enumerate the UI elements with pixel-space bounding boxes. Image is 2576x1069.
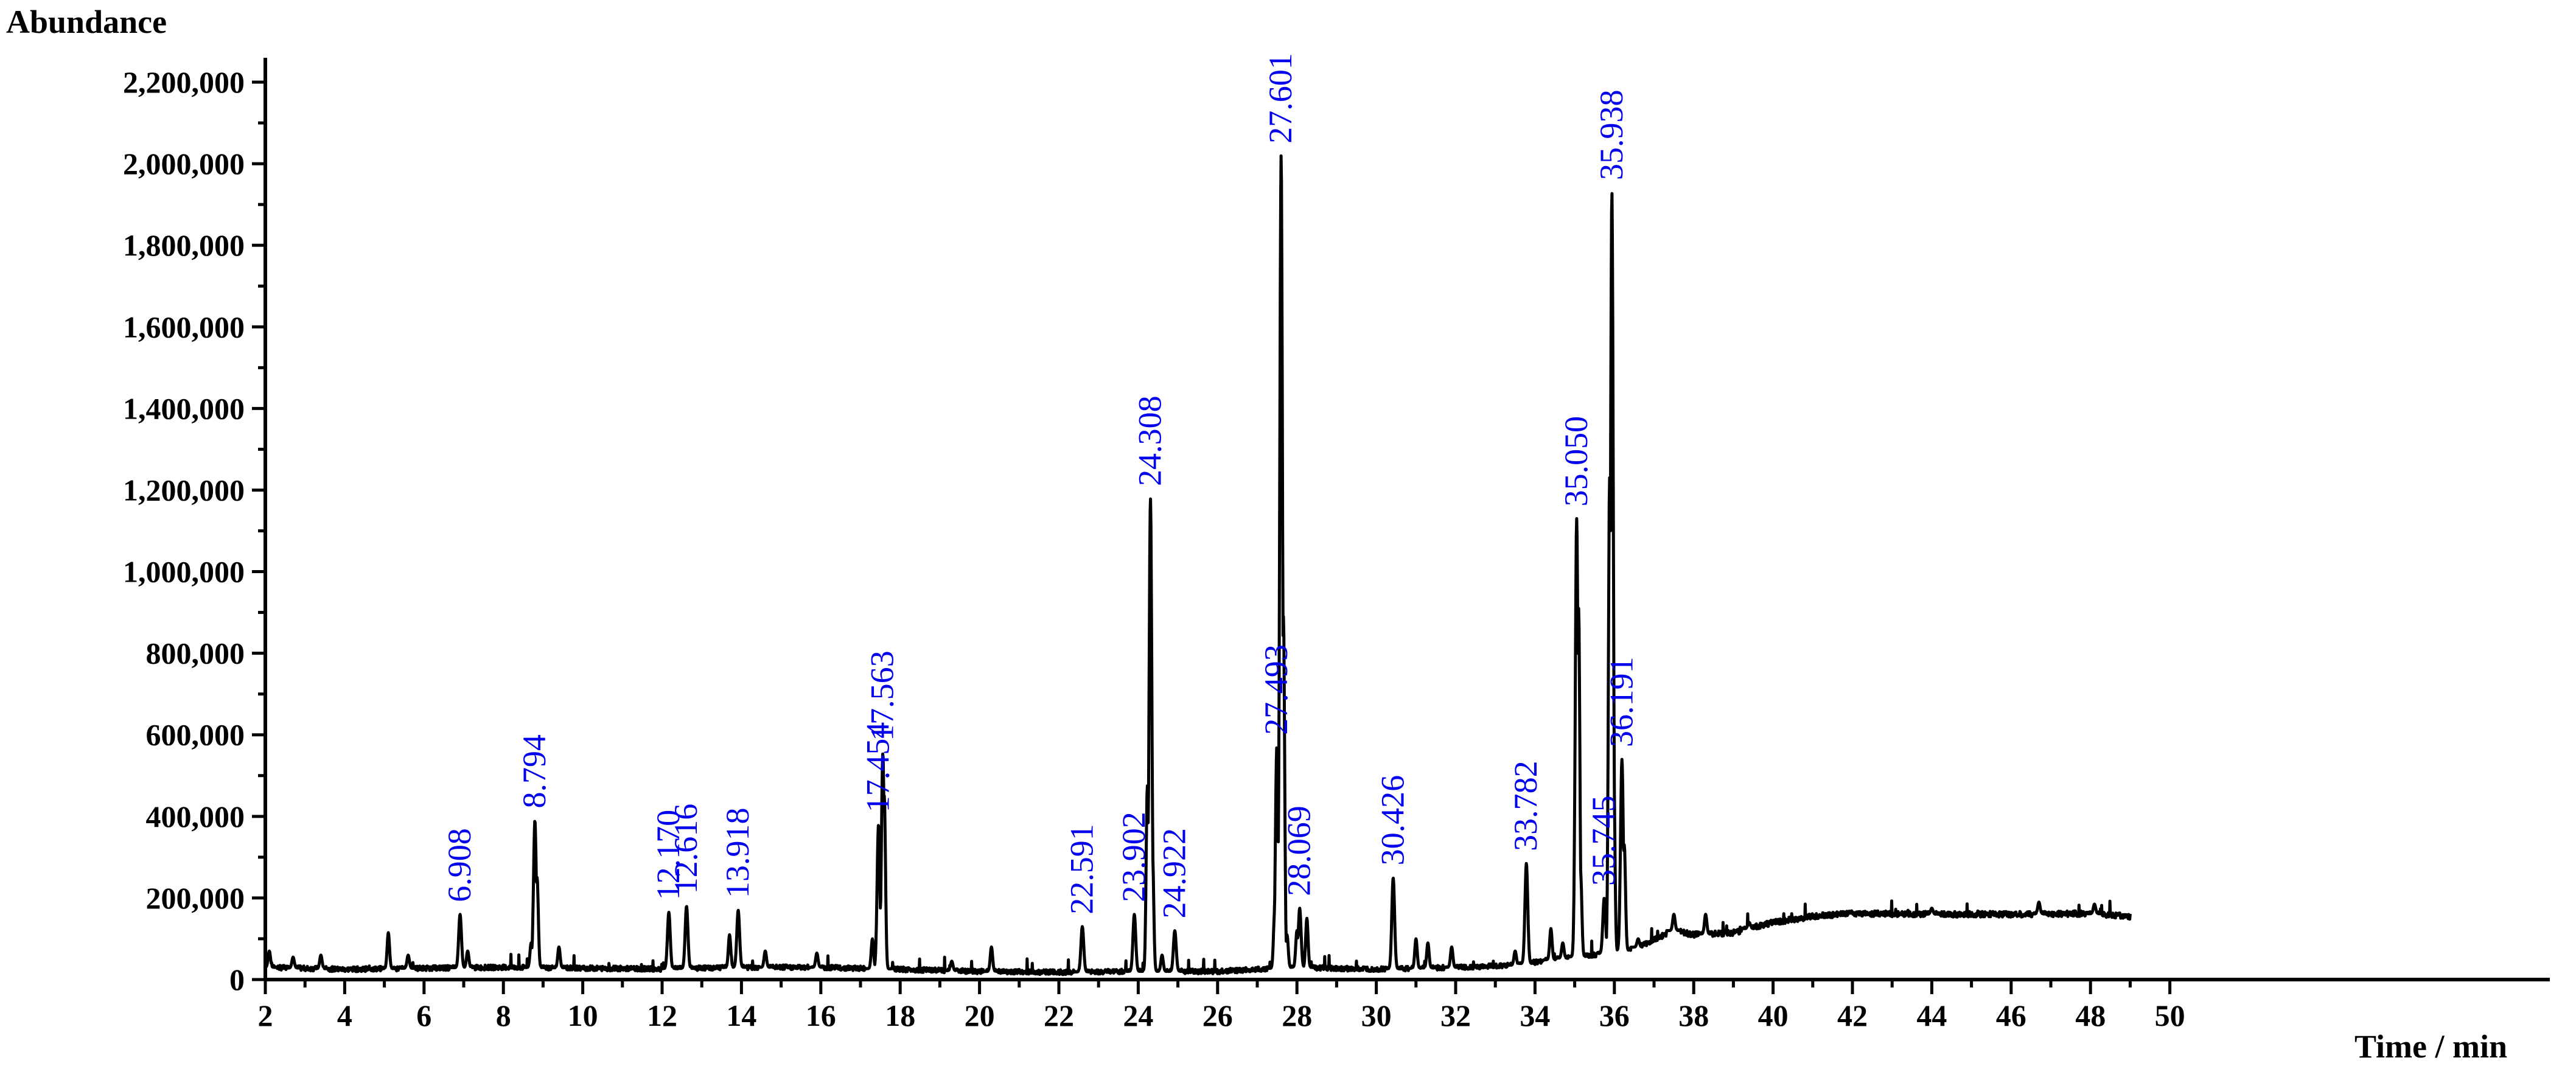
peak-label: 35.050	[1558, 416, 1594, 507]
x-tick-label: 38	[1678, 998, 1709, 1032]
peak-label: 6.908	[441, 828, 478, 902]
peak-label: 8.794	[516, 734, 553, 809]
peak-label: 27.493	[1258, 644, 1294, 735]
y-tick-label: 600,000	[146, 718, 245, 752]
x-tick-label: 10	[568, 998, 598, 1032]
y-tick-label: 1,400,000	[123, 391, 245, 425]
peak-label: 22.591	[1064, 824, 1100, 914]
x-tick-label: 40	[1758, 998, 1789, 1032]
y-tick-label: 1,600,000	[123, 310, 245, 344]
peak-label: 35.745	[1585, 795, 1622, 886]
x-tick-label: 20	[965, 998, 995, 1032]
y-tick-label: 1,200,000	[123, 473, 245, 507]
peak-label: 28.069	[1281, 806, 1318, 896]
peak-label: 36.191	[1603, 657, 1639, 748]
x-tick-label: 26	[1202, 998, 1233, 1032]
peak-label: 33.782	[1507, 761, 1544, 851]
y-tick-label: 200,000	[146, 881, 245, 915]
x-axis-title: Time / min	[2354, 1028, 2507, 1065]
peak-label: 17.563	[864, 650, 901, 741]
peak-label: 27.601	[1262, 53, 1299, 144]
x-tick-label: 8	[496, 998, 511, 1032]
x-tick-label: 28	[1282, 998, 1312, 1032]
peak-label: 24.922	[1156, 828, 1193, 919]
y-tick-label: 800,000	[146, 636, 245, 670]
y-axis-ticks: 0 200,000 400,000 600,000 800,000 1,000,000 1,…	[123, 65, 265, 997]
x-tick-label: 34	[1520, 998, 1550, 1032]
peak-label: 30.426	[1374, 775, 1411, 866]
x-tick-label: 36	[1599, 998, 1630, 1032]
peak-label: 12.170	[650, 810, 686, 900]
peak-label: 24.308	[1132, 395, 1168, 486]
y-axis-title: Abundance	[6, 4, 167, 40]
x-tick-label: 44	[1916, 998, 1947, 1032]
y-tick-label: 2,000,000	[123, 147, 245, 181]
y-tick-label: 1,800,000	[123, 228, 245, 262]
peak-label: 35.938	[1593, 90, 1630, 181]
x-tick-label: 6	[416, 998, 431, 1032]
x-tick-label: 48	[2075, 998, 2106, 1032]
peak-label: 17.454	[860, 722, 896, 813]
x-tick-label: 32	[1440, 998, 1471, 1032]
x-tick-label: 50	[2155, 998, 2185, 1032]
x-tick-label: 12	[647, 998, 677, 1032]
peak-label: 23.902	[1115, 812, 1152, 902]
x-tick-label: 46	[1996, 998, 2026, 1032]
x-tick-label: 16	[806, 998, 836, 1032]
x-tick-label: 24	[1123, 998, 1153, 1032]
peak-label: 12.616	[668, 804, 704, 894]
x-tick-label: 14	[726, 998, 756, 1032]
chromatogram-trace	[264, 154, 2132, 977]
x-tick-label: 42	[1837, 998, 1868, 1032]
x-tick-label: 18	[885, 998, 915, 1032]
x-tick-label: 2	[258, 998, 273, 1032]
x-tick-label: 22	[1044, 998, 1074, 1032]
peak-label: 13.918	[719, 808, 756, 899]
y-tick-label: 1,000,000	[123, 555, 245, 589]
x-tick-label: 30	[1361, 998, 1392, 1032]
y-tick-label: 400,000	[146, 799, 245, 834]
y-tick-label: 2,200,000	[123, 65, 245, 99]
x-tick-label: 4	[337, 998, 352, 1032]
y-tick-label: 0	[229, 963, 245, 997]
x-axis-ticks: 2 4 6 8 10 12 14 16 18 20 22 24 26 28 30 32 34 36 38 40 42 44…	[258, 980, 2185, 1032]
